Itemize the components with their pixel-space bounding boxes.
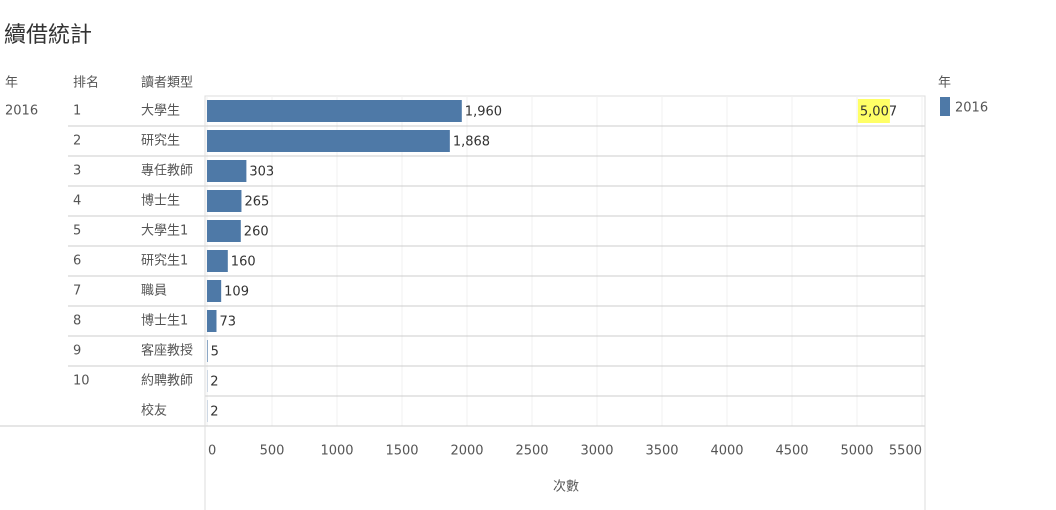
value-label: 109 [224,285,249,300]
x-tick-label: 0 [208,444,216,459]
category-label: 約聘教師 [141,373,193,389]
x-tick-label: 2000 [450,444,483,459]
x-tick-label: 3000 [580,444,613,459]
category-label: 博士生 [141,194,180,209]
bar [207,130,450,152]
value-label: 160 [231,255,256,270]
value-label: 73 [219,315,236,330]
rank: 1 [73,104,81,119]
category-label: 大學生 [141,104,180,119]
value-label: 1,868 [453,135,490,150]
column-header: 排名 [73,75,99,91]
category-label: 專任教師 [141,163,193,179]
category-label: 職員 [141,284,167,299]
rank: 5 [73,224,81,239]
value-label: 303 [249,165,274,180]
rank: 9 [73,344,81,359]
value-label: 2 [210,405,218,420]
x-tick-label: 1500 [385,444,418,459]
x-tick-label: 500 [260,444,285,459]
rank: 6 [73,254,81,269]
column-header: 年 [5,76,18,91]
x-tick-label: 1000 [320,444,353,459]
bar [207,160,247,182]
bar [207,250,228,272]
legend-swatch [940,97,950,116]
legend-title: 年 [938,76,951,91]
rank: 3 [73,164,81,179]
bar [207,340,208,362]
x-tick-label: 5500 [889,444,922,459]
x-tick-label: 5000 [840,444,873,459]
x-axis-label: 次數 [553,479,579,495]
rank: 2 [73,134,81,149]
bar [207,310,217,332]
row-year: 2016 [5,104,38,119]
value-label: 2 [210,375,218,390]
category-label: 客座教授 [141,343,193,359]
value-label: 5 [211,345,219,360]
category-label: 研究生1 [141,254,188,269]
x-tick-label: 4500 [775,444,808,459]
rank: 10 [73,374,90,389]
category-label: 研究生 [141,134,180,149]
x-tick-label: 3500 [645,444,678,459]
rank: 7 [73,284,81,299]
total-label: 5,007 [860,105,897,120]
value-label: 1,960 [465,105,502,120]
rank: 8 [73,314,81,329]
x-tick-label: 4000 [710,444,743,459]
value-label: 265 [244,195,269,210]
value-label: 260 [244,225,269,240]
category-label: 校友 [141,403,167,419]
bar [207,100,462,122]
category-label: 博士生1 [141,314,188,329]
total-highlight [857,99,890,123]
bar [207,190,242,212]
bar [207,280,222,302]
category-label: 大學生1 [141,224,188,239]
rank: 4 [73,194,81,209]
column-header: 讀者類型 [141,76,193,91]
legend-label: 2016 [955,101,988,116]
bar [207,220,241,242]
chart-title: 續借統計 [4,23,92,48]
x-tick-label: 2500 [515,444,548,459]
